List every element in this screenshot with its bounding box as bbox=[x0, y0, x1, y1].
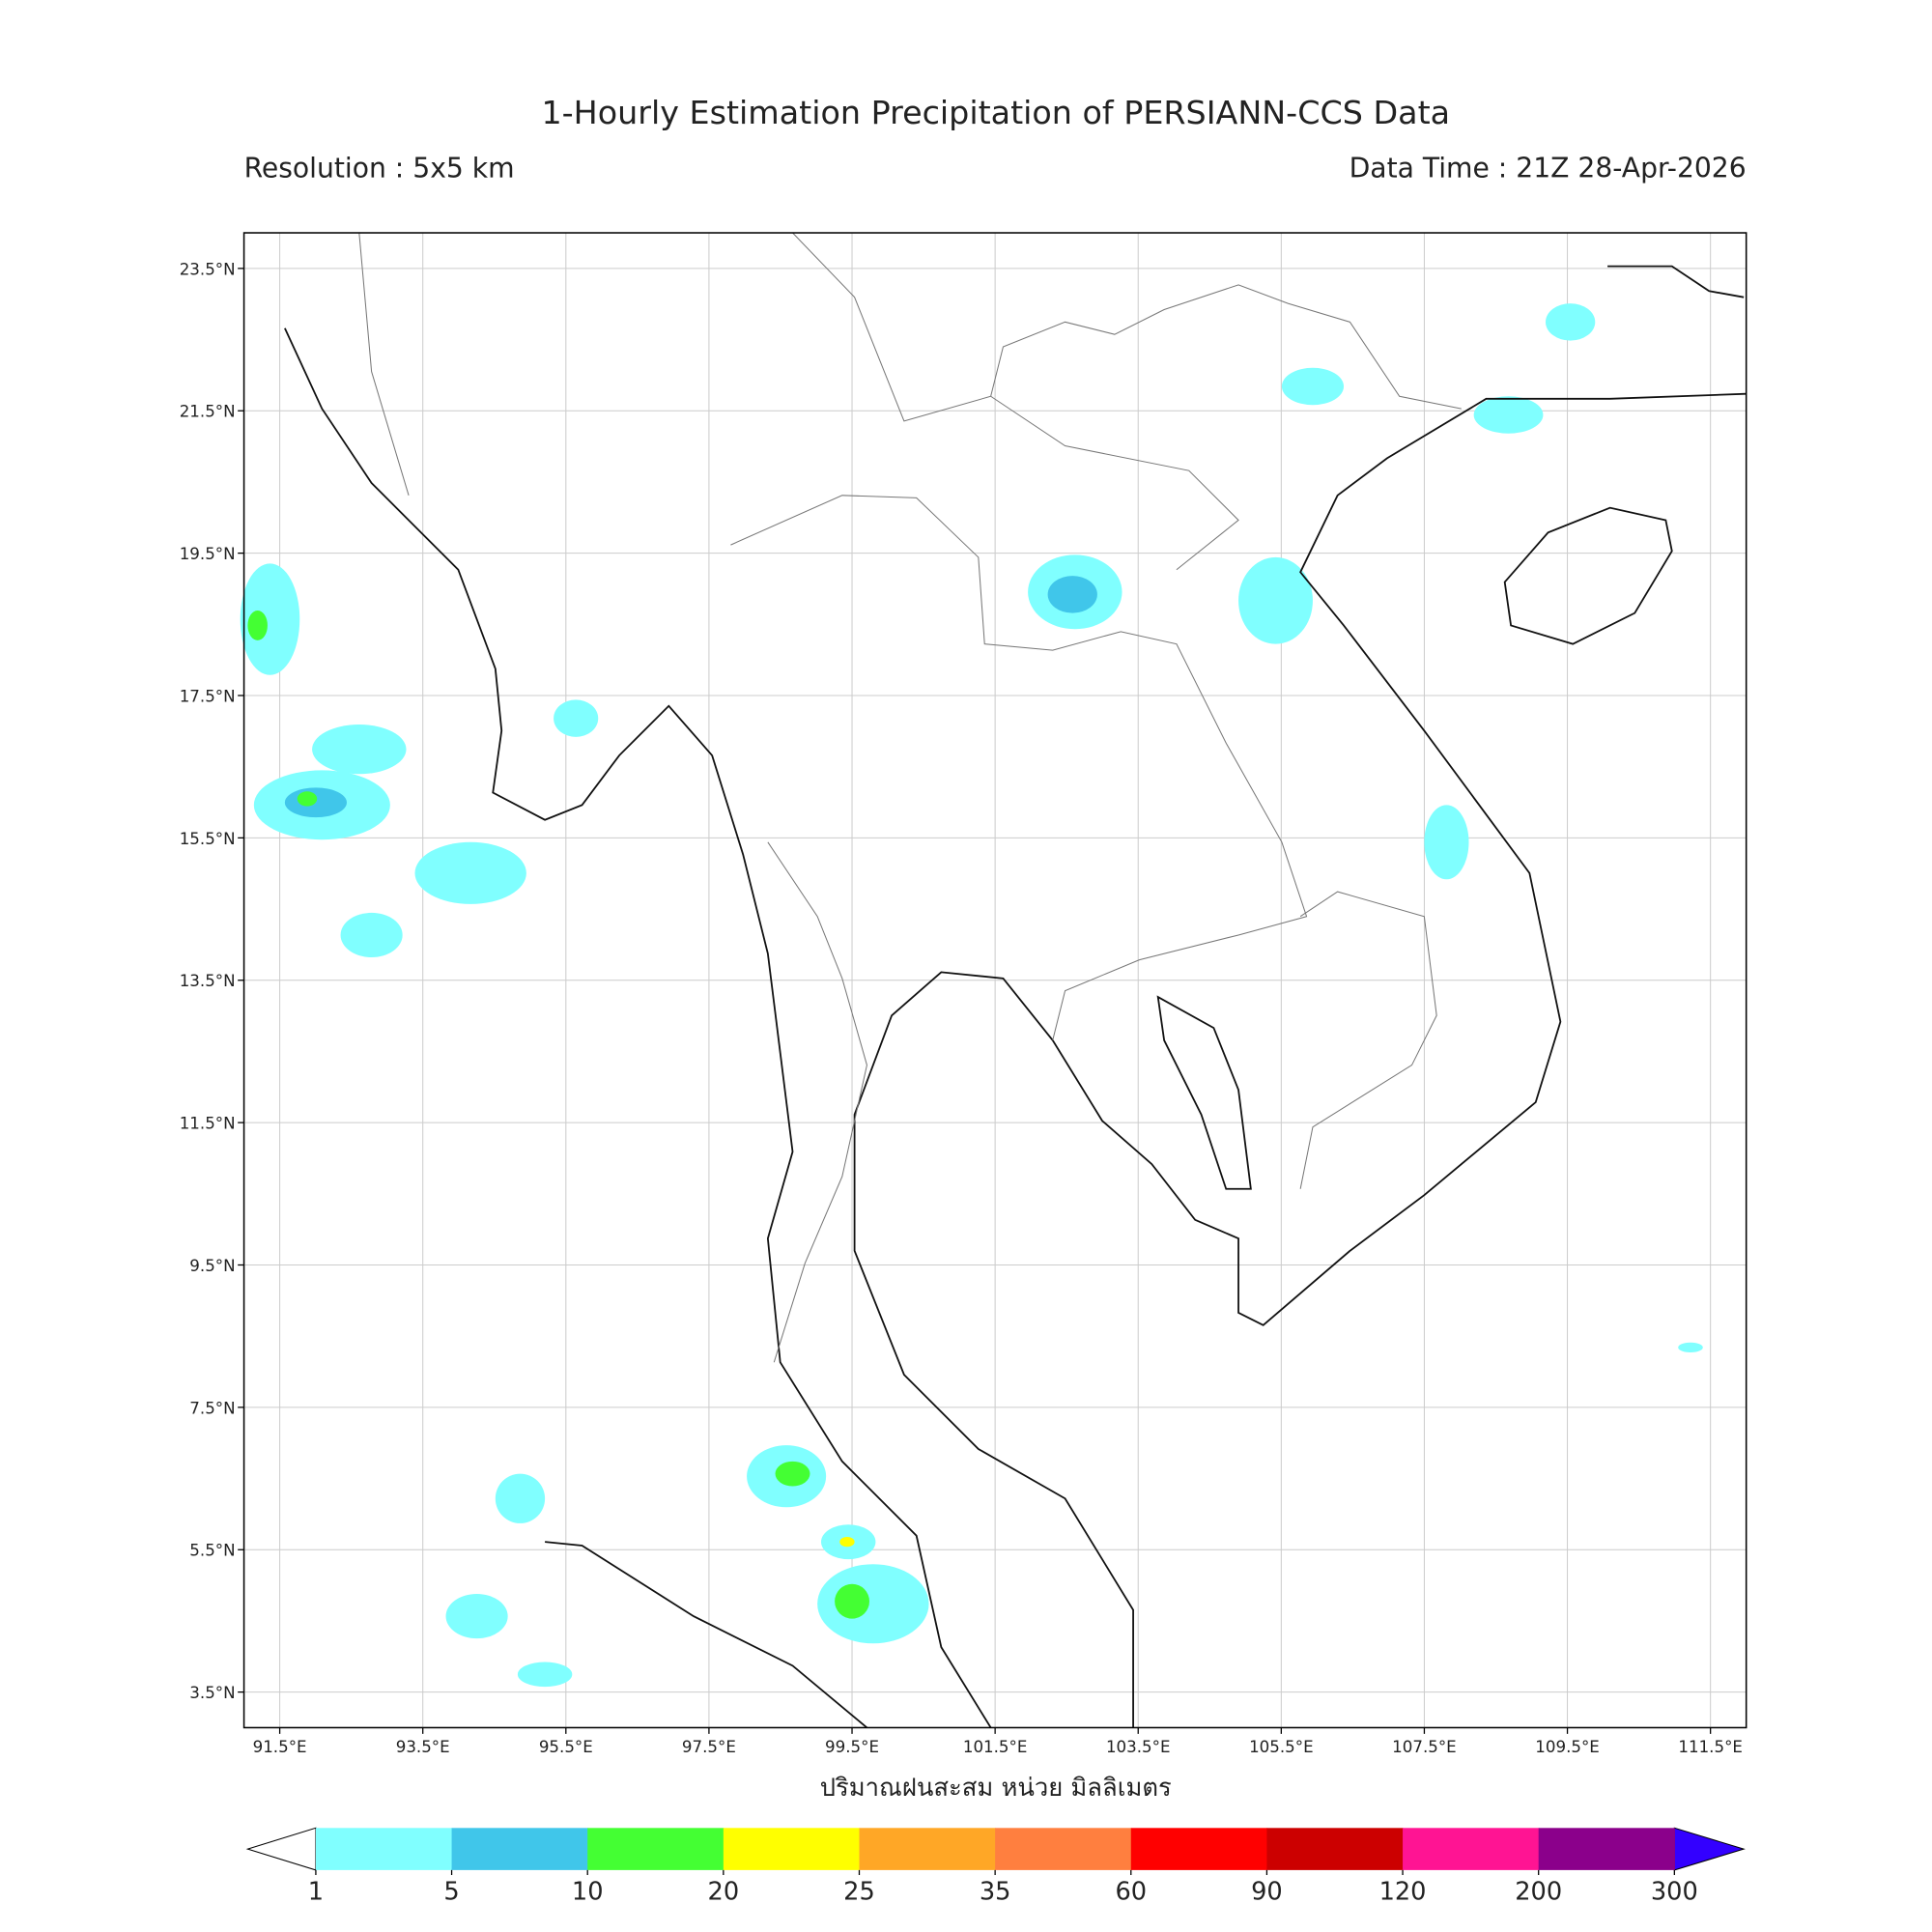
lat-tick-label: 19.5°N bbox=[180, 545, 236, 563]
map-frame bbox=[242, 232, 1747, 1729]
rain-areas bbox=[240, 303, 1703, 1688]
rain-area bbox=[1281, 367, 1345, 406]
rain-area bbox=[817, 1564, 929, 1644]
lon-tick-label: 107.5°E bbox=[1392, 1738, 1457, 1756]
rain-area bbox=[1047, 576, 1097, 613]
colorbar: 1 5 10 20 25 35 60 90 120 200 300 bbox=[245, 1827, 1746, 1907]
coastline bbox=[284, 327, 992, 1728]
rain-area bbox=[297, 791, 318, 807]
coastline bbox=[1607, 265, 1745, 298]
colorbar-segment bbox=[723, 1828, 861, 1870]
colorbar-tick-label: 10 bbox=[572, 1878, 604, 1907]
rain-area bbox=[495, 1473, 546, 1523]
rain-area bbox=[517, 1662, 573, 1688]
rain-area bbox=[1546, 303, 1596, 341]
colorbar-tick-label: 25 bbox=[843, 1878, 875, 1907]
rain-area bbox=[835, 1583, 869, 1619]
lat-tick-label: 5.5°N bbox=[189, 1542, 235, 1560]
rain-area bbox=[1473, 396, 1544, 434]
lon-tick-label: 91.5°E bbox=[253, 1738, 307, 1756]
data-time: Data Time : 21Z 28-Apr-2026 bbox=[1350, 152, 1747, 184]
lat-tick-label: 23.5°N bbox=[180, 260, 236, 278]
rain-area bbox=[775, 1461, 810, 1487]
coastlines bbox=[284, 265, 1747, 1729]
colorbar-tick-label: 90 bbox=[1251, 1878, 1283, 1907]
colorbar-segment bbox=[995, 1828, 1132, 1870]
colorbar-segment bbox=[859, 1828, 996, 1870]
colorbar-tick-label: 20 bbox=[708, 1878, 740, 1907]
lon-tick-label: 97.5°E bbox=[682, 1738, 736, 1756]
lat-tick-label: 13.5°N bbox=[180, 972, 236, 990]
graticule: 91.5°E 93.5°E 95.5°E 97.5°E 99.5°E 101.5°E 103… bbox=[180, 233, 1747, 1756]
lat-tick-label: 21.5°N bbox=[180, 403, 236, 421]
colorbar-tick-label: 200 bbox=[1515, 1878, 1562, 1907]
colorbar-segment bbox=[315, 1828, 453, 1870]
rain-area bbox=[839, 1537, 855, 1548]
lon-tick-label: 101.5°E bbox=[963, 1738, 1028, 1756]
colorbar-tick-label: 35 bbox=[980, 1878, 1011, 1907]
lon-tick-label: 95.5°E bbox=[539, 1738, 593, 1756]
coastline bbox=[853, 392, 1747, 1728]
lat-tick-label: 7.5°N bbox=[189, 1399, 235, 1417]
border bbox=[730, 495, 1308, 1363]
resolution: Resolution : 5x5 km bbox=[244, 152, 515, 184]
rain-area bbox=[1238, 556, 1313, 644]
colorbar-tick-label: 5 bbox=[443, 1878, 459, 1907]
lon-tick-label: 109.5°E bbox=[1535, 1738, 1600, 1756]
colorbar-segment bbox=[1403, 1828, 1540, 1870]
coastline bbox=[1503, 506, 1673, 645]
rain-area bbox=[1678, 1342, 1703, 1352]
lon-tick-label: 105.5°E bbox=[1249, 1738, 1314, 1756]
title: 1-Hourly Estimation Precipitation of PER… bbox=[541, 94, 1450, 131]
rain-area bbox=[445, 1594, 508, 1639]
lon-tick-label: 103.5°E bbox=[1106, 1738, 1171, 1756]
colorbar-tick-label: 1 bbox=[308, 1878, 324, 1907]
lat-tick-label: 15.5°N bbox=[180, 830, 236, 848]
colorbar-segment bbox=[1130, 1828, 1268, 1870]
colorbar-over bbox=[1673, 1827, 1746, 1871]
colorbar-tick-label: 60 bbox=[1115, 1878, 1147, 1907]
colorbar-segment bbox=[451, 1828, 588, 1870]
rain-area bbox=[284, 787, 347, 818]
rain-area bbox=[554, 699, 599, 737]
coastline bbox=[1156, 995, 1252, 1190]
lat-tick-label: 9.5°N bbox=[189, 1257, 235, 1275]
rain-area bbox=[312, 724, 407, 775]
borders bbox=[358, 232, 1462, 1363]
colorbar-tick-label: 120 bbox=[1379, 1878, 1427, 1907]
border bbox=[358, 232, 1462, 1189]
lon-tick-label: 93.5°E bbox=[396, 1738, 450, 1756]
colorbar-label: ปริมาณฝนสะสม หน่วย มิลลิเมตร bbox=[820, 1774, 1172, 1803]
rain-area bbox=[240, 563, 300, 675]
colorbar-under bbox=[245, 1827, 317, 1871]
coastline bbox=[545, 1541, 868, 1729]
lat-tick-label: 3.5°N bbox=[189, 1684, 235, 1702]
lon-tick-label: 99.5°E bbox=[825, 1738, 879, 1756]
colorbar-tick-label: 300 bbox=[1651, 1878, 1698, 1907]
rain-area bbox=[247, 611, 268, 640]
rain-area bbox=[414, 841, 526, 904]
lon-tick-label: 111.5°E bbox=[1678, 1738, 1743, 1756]
lat-tick-label: 17.5°N bbox=[180, 687, 236, 705]
rain-area bbox=[340, 912, 403, 958]
colorbar-segment bbox=[1266, 1828, 1404, 1870]
rain-area bbox=[1424, 805, 1469, 880]
colorbar-segment bbox=[1538, 1828, 1675, 1870]
colorbar-segment bbox=[587, 1828, 724, 1870]
lat-tick-label: 11.5°N bbox=[180, 1115, 236, 1133]
